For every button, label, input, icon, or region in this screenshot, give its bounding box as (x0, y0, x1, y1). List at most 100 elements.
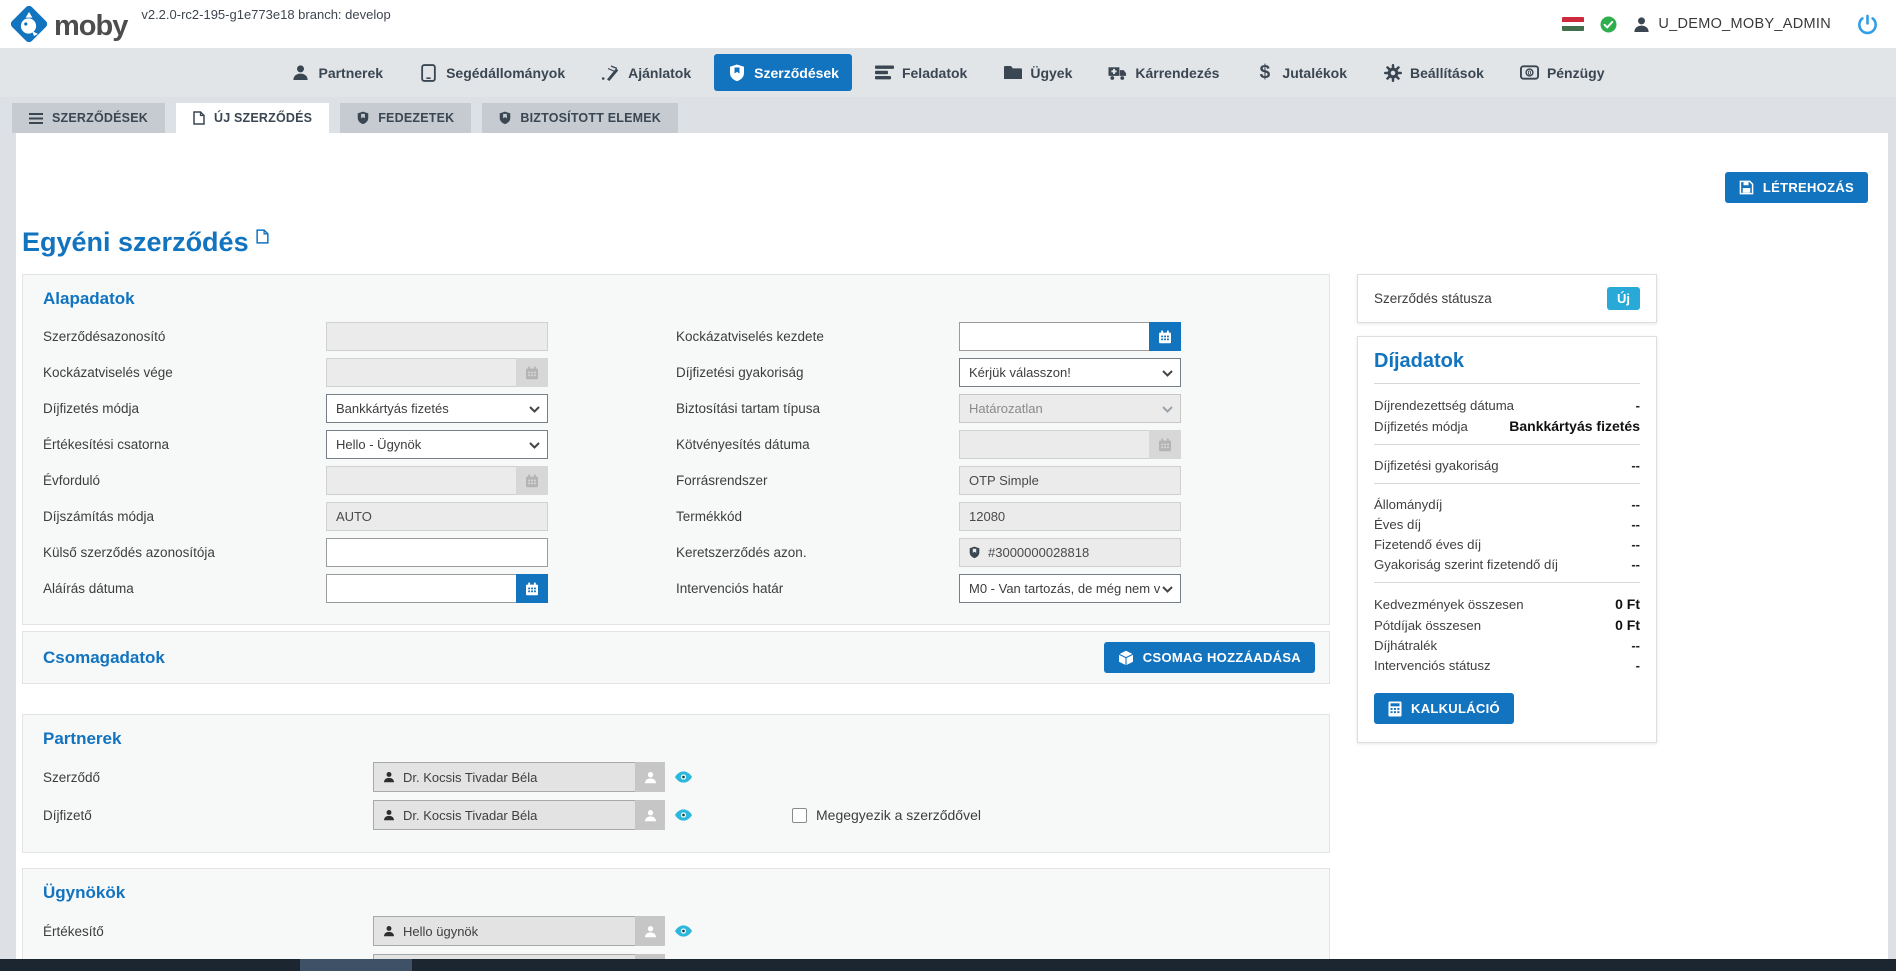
field-label: Értékesítő (43, 923, 104, 939)
agent-picker-button[interactable] (635, 916, 665, 946)
eye-icon[interactable] (675, 771, 692, 783)
dijszamitas-modja-input: AUTO (326, 502, 548, 531)
logo-wordmark: moby (54, 9, 128, 42)
kulso-szerzodes-azonosito-input[interactable] (326, 538, 548, 567)
dijfizetesi-gyakorisag-select[interactable]: Kérjük válasszon! (959, 358, 1181, 387)
dijfizeto-partner-field[interactable]: Dr. Kocsis Tivadar Béla (373, 800, 665, 830)
tablet-icon (419, 63, 438, 82)
nav-item-karrendezes[interactable]: Kárrendezés (1095, 54, 1232, 91)
user-icon (1633, 16, 1650, 33)
dij-value: Bankkártyás fizetés (1509, 417, 1640, 434)
banknote-icon: 0 (1519, 63, 1539, 82)
ertekesito-agent-field[interactable]: Hello ügynök (373, 916, 665, 946)
nav-label: Ügyek (1030, 64, 1073, 81)
eye-icon[interactable] (675, 925, 692, 937)
dij-value: - (1635, 397, 1640, 413)
tab-biztositott-elemek[interactable]: BIZTOSÍTOTT ELEMEK (482, 103, 678, 133)
dij-value: -- (1631, 457, 1640, 473)
scrollbar-thumb[interactable] (300, 959, 412, 971)
nav-item-beallitasok[interactable]: Beállítások (1370, 54, 1497, 91)
dij-group: Kedvezmények összesen 0 Ft Pótdíjak össze… (1374, 591, 1640, 683)
nav-item-szerzodesek[interactable]: Szerződések (714, 54, 852, 91)
chevron-down-icon (529, 442, 540, 449)
nav-item-segedallomanyok[interactable]: Segédállományok (406, 54, 578, 91)
logout-power-button[interactable] (1857, 14, 1878, 35)
kotvenyesites-datuma-input (959, 430, 1149, 459)
shield-icon (499, 111, 511, 125)
szerzodes-statusz-card: Szerződés státusza Új (1357, 274, 1657, 323)
calendar-button[interactable] (1149, 322, 1181, 351)
dij-label: Díjfizetés módja (1374, 418, 1468, 434)
page-title-text: Egyéni szerződés (22, 227, 249, 257)
dij-value: 0 Ft (1615, 595, 1640, 612)
calendar-icon (1149, 430, 1181, 459)
hungarian-flag-icon[interactable] (1562, 17, 1585, 31)
field-label: Kockázatviselés kezdete (676, 329, 824, 344)
status-check-icon (1600, 16, 1617, 33)
calendar-button[interactable] (516, 574, 548, 603)
partner-name: Dr. Kocsis Tivadar Béla (403, 807, 538, 823)
csomag-hozzaadasa-button[interactable]: CSOMAG HOZZÁADÁSA (1103, 642, 1315, 673)
tab-szerzodesek[interactable]: SZERZŐDÉSEK (12, 103, 165, 133)
field-value: #3000000028818 (988, 545, 1090, 560)
chevron-down-icon (1162, 406, 1173, 413)
letrehozas-button[interactable]: LÉTREHOZÁS (1724, 172, 1868, 203)
dollar-icon: $ (1259, 62, 1271, 83)
alairas-datuma-input[interactable] (326, 574, 516, 603)
gear-icon (1383, 63, 1402, 82)
ertekesitesi-csatorna-select[interactable]: Hello - Ügynök (326, 430, 548, 459)
megegyezik-checkbox[interactable]: Megegyezik a szerződővel (792, 807, 981, 823)
nav-label: Pénzügy (1546, 64, 1605, 81)
nav-item-jutalekok[interactable]: $ Jutalékok (1242, 54, 1360, 91)
nav-item-ajanlatok[interactable]: Ajánlatok (588, 54, 704, 91)
kockazatviseles-kezdete-input[interactable] (959, 322, 1149, 351)
dij-group: Díjrendezettség dátuma - Díjfizetés módja… (1374, 393, 1640, 445)
tab-label: BIZTOSÍTOTT ELEMEK (520, 111, 661, 125)
partner-picker-button[interactable] (635, 762, 665, 792)
intervencios-hatar-select[interactable]: M0 - Van tartozás, de még nem v (959, 574, 1181, 603)
folder-icon (1003, 63, 1022, 82)
selected-value: Határozatlan (969, 401, 1043, 416)
person-icon (383, 925, 395, 937)
dij-label: Kedvezmények összesen (1374, 596, 1524, 612)
selected-value: Kérjük válasszon! (969, 365, 1071, 380)
kalkulacio-button[interactable]: KALKULÁCIÓ (1374, 693, 1514, 724)
tab-fedezetek[interactable]: FEDEZETEK (340, 103, 472, 133)
svg-text:0: 0 (1528, 70, 1532, 77)
nav-item-partnerek[interactable]: Partnerek (278, 54, 396, 91)
field-label: Biztosítási tartam típusa (676, 401, 821, 416)
horizontal-scrollbar[interactable] (0, 959, 1896, 971)
calendar-icon (516, 358, 548, 387)
status-label: Szerződés státusza (1374, 291, 1492, 306)
nav-label: Partnerek (318, 64, 384, 81)
selected-value: M0 - Van tartozás, de még nem v (969, 581, 1161, 596)
user-menu[interactable]: U_DEMO_MOBY_ADMIN (1633, 16, 1831, 33)
nav-item-penzugy[interactable]: 0 Pénzügy (1507, 54, 1618, 91)
nav-label: Beállítások (1410, 64, 1484, 81)
button-label: CSOMAG HOZZÁADÁSA (1142, 650, 1301, 665)
nav-item-feladatok[interactable]: Feladatok (862, 54, 980, 91)
partner-picker-button[interactable] (635, 800, 665, 830)
checkbox-box[interactable] (792, 807, 807, 823)
dijfizetes-modja-select[interactable]: Bankkártyás fizetés (326, 394, 548, 423)
app-logo[interactable]: moby (8, 3, 128, 45)
ugynokok-panel: Ügynökök Értékesítő Hello ügynök (22, 868, 1330, 971)
dij-value: -- (1631, 637, 1640, 653)
field-label: Díjfizetési gyakoriság (676, 365, 804, 380)
main-navigation: Partnerek Segédállományok Ajánlatok Szer… (0, 48, 1896, 97)
nav-item-ugyek[interactable]: Ügyek (990, 54, 1085, 91)
alapadatok-heading: Alapadatok (43, 289, 135, 308)
field-label: Kötvényesítés dátuma (676, 437, 810, 452)
eye-icon[interactable] (675, 809, 692, 821)
package-icon (1118, 650, 1134, 666)
chevron-down-icon (1162, 370, 1173, 377)
page-title: Egyéni szerződés (22, 133, 1888, 258)
dij-value: -- (1631, 556, 1640, 572)
ugynokok-heading: Ügynökök (43, 883, 126, 902)
tab-label: FEDEZETEK (378, 111, 455, 125)
tab-uj-szerzodes[interactable]: ÚJ SZERZŐDÉS (175, 103, 330, 133)
contract-file-icon[interactable] (255, 229, 269, 244)
dij-label: Gyakoriság szerint fizetendő díj (1374, 556, 1558, 572)
szerzodo-partner-field[interactable]: Dr. Kocsis Tivadar Béla (373, 762, 665, 792)
dijadatok-heading: Díjadatok (1374, 350, 1640, 384)
